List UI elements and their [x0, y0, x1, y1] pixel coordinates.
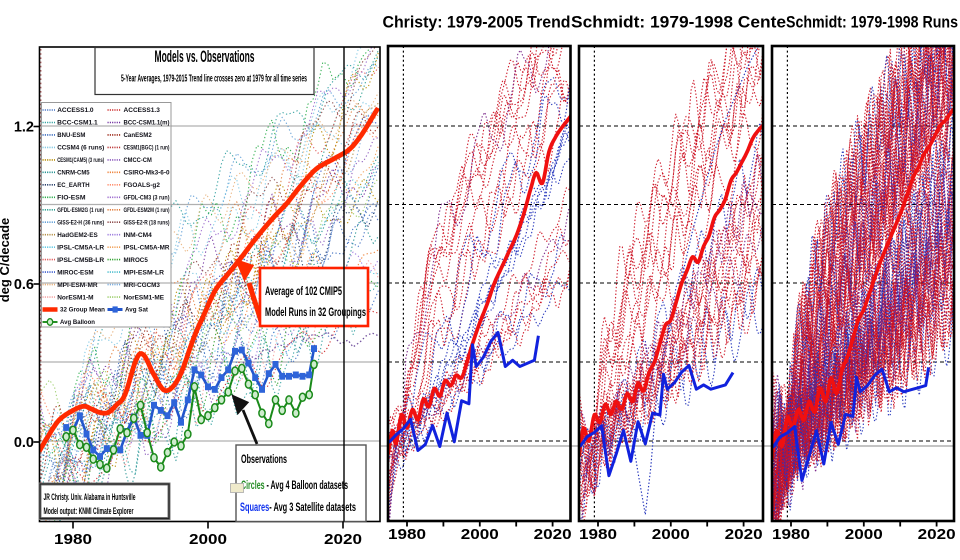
- svg-text:BCC-CSM1.1(m): BCC-CSM1.1(m): [124, 120, 170, 127]
- svg-text:HadGEM2-ES: HadGEM2-ES: [57, 232, 98, 239]
- svg-text:1980: 1980: [388, 526, 426, 543]
- svg-text:CanESM2: CanESM2: [124, 132, 153, 139]
- svg-text:IPSL-CM5B-LR: IPSL-CM5B-LR: [57, 257, 104, 264]
- svg-text:BNU-ESM: BNU-ESM: [57, 132, 86, 139]
- svg-text:0.6: 0.6: [14, 277, 34, 293]
- svg-text:INM-CM4: INM-CM4: [124, 232, 153, 239]
- svg-text:2020: 2020: [534, 526, 572, 543]
- svg-text:MPI-ESM-MR: MPI-ESM-MR: [57, 282, 98, 289]
- svg-text:CMCC-CM: CMCC-CM: [124, 157, 153, 164]
- svg-text:0.0: 0.0: [14, 435, 34, 451]
- svg-text:Circles - Avg 4 Balloon datase: Circles - Avg 4 Balloon datasets: [241, 480, 348, 492]
- svg-text:CESM1(BGC) (1 run): CESM1(BGC) (1 run): [124, 145, 170, 152]
- svg-text:CESM1(CAM5) (3 runs): CESM1(CAM5) (3 runs): [57, 157, 104, 164]
- svg-text:GISS-E2-R (18 runs): GISS-E2-R (18 runs): [124, 219, 170, 226]
- svg-text:Models vs. Observations: Models vs. Observations: [155, 48, 255, 66]
- svg-text:CSIRO-Mk3-6-0: CSIRO-Mk3-6-0: [124, 170, 170, 177]
- svg-text:ACCESS1.0: ACCESS1.0: [57, 107, 94, 114]
- svg-text:FGOALS-g2: FGOALS-g2: [124, 182, 161, 189]
- svg-text:MPI-ESM-LR: MPI-ESM-LR: [124, 269, 165, 276]
- svg-text:NorESM1-ME: NorESM1-ME: [124, 294, 165, 301]
- svg-text:IPSL-CM5A-LR: IPSL-CM5A-LR: [57, 244, 104, 251]
- svg-text:MIROC5: MIROC5: [124, 257, 149, 264]
- svg-text:1980: 1980: [579, 526, 617, 543]
- svg-text:Squares- Avg 3 Satellite datas: Squares- Avg 3 Satellite datasets: [240, 502, 356, 514]
- svg-text:Christy: 1979-2005 Trend: Christy: 1979-2005 Trend: [383, 13, 571, 32]
- svg-text:2020: 2020: [918, 526, 956, 543]
- svg-text:2000: 2000: [461, 526, 499, 543]
- svg-text:2000: 2000: [189, 531, 227, 548]
- svg-text:GFDL-ESM2G (1 run): GFDL-ESM2G (1 run): [57, 207, 104, 214]
- svg-text:GFDL-ESM2M (1 run): GFDL-ESM2M (1 run): [124, 207, 170, 214]
- svg-text:FIO-ESM: FIO-ESM: [57, 194, 86, 201]
- svg-text:Avg Balloon: Avg Balloon: [60, 319, 95, 326]
- svg-text:1980: 1980: [54, 531, 92, 548]
- svg-text:CNRM-CM5: CNRM-CM5: [57, 170, 90, 177]
- svg-text:5-Year Averages, 1979-2015 Tre: 5-Year Averages, 1979-2015 Trend line cr…: [121, 73, 307, 85]
- svg-text:1980: 1980: [772, 526, 810, 543]
- svg-text:NorESM1-M: NorESM1-M: [57, 294, 94, 301]
- svg-text:Observations: Observations: [241, 452, 287, 466]
- svg-text:BCC-CSM1.1: BCC-CSM1.1: [57, 120, 98, 127]
- svg-text:32 Group Mean: 32 Group Mean: [60, 307, 105, 314]
- svg-text:Average of 102 CMIP5: Average of 102 CMIP5: [265, 286, 342, 298]
- svg-text:CCSM4 (6 runs): CCSM4 (6 runs): [57, 145, 104, 152]
- svg-text:Schmidt: 1979-1998 Cente: Schmidt: 1979-1998 Cente: [571, 13, 786, 32]
- svg-text:Schmidt: 1979-1998 Runs: Schmidt: 1979-1998 Runs: [786, 13, 958, 32]
- svg-text:Avg Sat: Avg Sat: [125, 307, 149, 314]
- svg-text:ACCESS1.3: ACCESS1.3: [124, 107, 161, 114]
- svg-text:2000: 2000: [845, 526, 883, 543]
- svg-text:Model Runs in 32 Groupings: Model Runs in 32 Groupings: [265, 307, 366, 319]
- svg-text:2000: 2000: [652, 526, 690, 543]
- svg-text:IPSL-CM5A-MR: IPSL-CM5A-MR: [124, 244, 170, 251]
- svg-text:MRI-CGCM3: MRI-CGCM3: [124, 282, 161, 289]
- svg-text:JR Christy. Univ. Alabama in H: JR Christy. Univ. Alabama in Huntsville: [44, 492, 136, 503]
- svg-text:MIROC-ESM: MIROC-ESM: [57, 269, 94, 276]
- svg-text:deg C/decade: deg C/decade: [0, 218, 12, 303]
- svg-text:Model output: KNMI Climate Exp: Model output: KNMI Climate Explorer: [44, 506, 134, 517]
- svg-text:EC_EARTH: EC_EARTH: [57, 182, 90, 189]
- svg-text:1.2: 1.2: [14, 120, 34, 136]
- svg-text:GFDL-CM3 (3 run): GFDL-CM3 (3 run): [124, 194, 170, 201]
- svg-text:2020: 2020: [725, 526, 763, 543]
- svg-text:2020: 2020: [324, 531, 362, 548]
- svg-text:GISS-E2-H (36 runs): GISS-E2-H (36 runs): [57, 219, 104, 226]
